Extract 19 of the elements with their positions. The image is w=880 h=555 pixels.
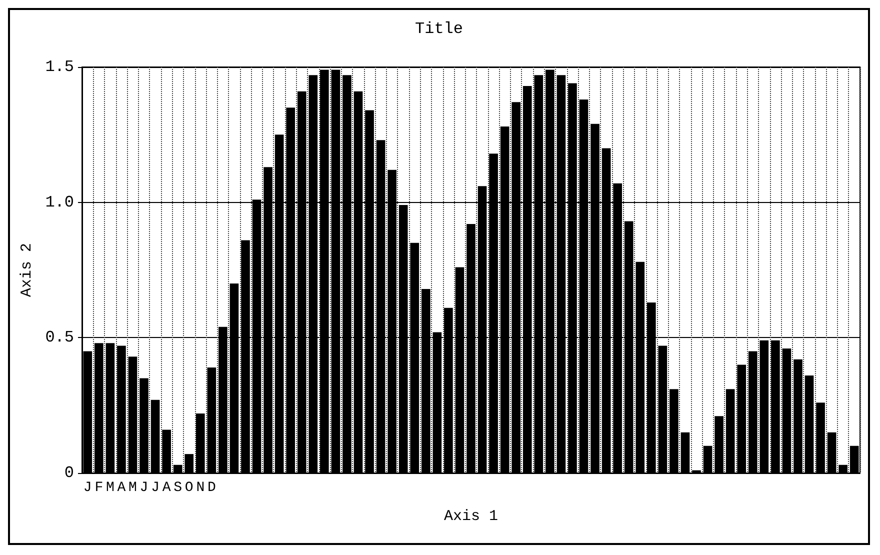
y-tick-label: 1.5 (45, 58, 74, 76)
x-axis-title: Axis 1 (444, 508, 498, 525)
x-tick-label: N (196, 480, 205, 496)
y-axis-title: Axis 2 (18, 242, 36, 298)
y-tick-label: 0.5 (45, 328, 74, 347)
x-tick-label: A (162, 480, 172, 496)
x-tick-label: M (128, 480, 137, 496)
y-tick-label: 1.0 (45, 193, 74, 212)
x-tick-label: M (106, 480, 114, 496)
x-tick-label: J (140, 480, 148, 496)
x-tick-label: J (151, 480, 160, 496)
x-tick-label: A (117, 480, 126, 496)
x-tick-label: O (184, 480, 194, 496)
y-tick-label: 0 (64, 464, 74, 482)
chart-title: Title (414, 20, 464, 38)
x-tick-label: J (83, 480, 92, 496)
x-tick-label: D (207, 480, 216, 496)
x-tick-label: S (174, 480, 182, 496)
x-tick-label: F (94, 480, 104, 496)
